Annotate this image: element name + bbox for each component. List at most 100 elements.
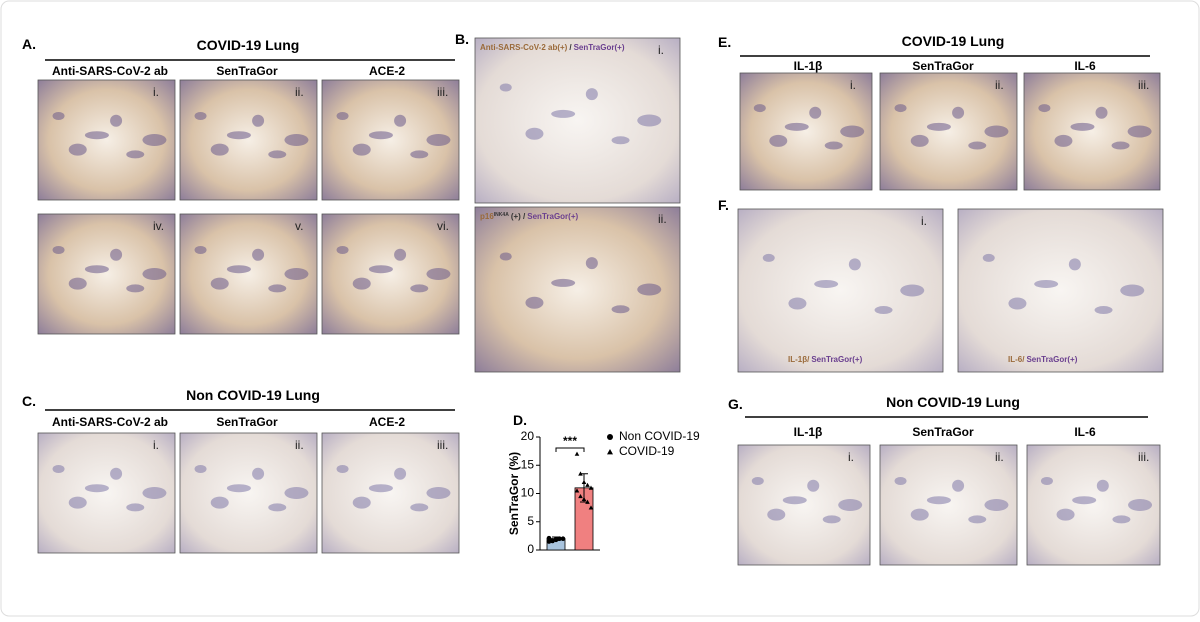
cell [838,499,863,511]
legend-marker [607,434,613,440]
significance-bracket [555,447,585,452]
image-index: ii. [995,450,1004,464]
cell [84,131,109,140]
cell [68,143,87,156]
caption-part: (+) / [511,212,526,221]
cell [525,296,544,309]
image-index: i. [921,214,927,228]
cell [982,253,995,262]
image-index: iii. [437,85,448,99]
cell [394,248,407,261]
cell [226,484,251,493]
cell [352,277,371,290]
cell [1038,104,1051,113]
cell [226,131,251,140]
legend-marker [607,449,613,455]
cell [368,131,393,140]
cell [1054,134,1073,147]
column-header: SenTraGor [216,415,278,429]
panel-title: COVID-19 Lung [902,33,1005,49]
panel-label: E. [718,34,731,50]
cell [968,141,987,150]
column-header: ACE-2 [369,415,405,429]
column-header: Anti-SARS-CoV-2 ab [52,415,168,429]
image-index: v. [295,219,303,233]
data-point [574,488,580,493]
cell [910,134,929,147]
cell [142,268,167,280]
column-header: SenTraGor [912,425,974,439]
cell [814,279,839,288]
cell [807,479,820,492]
column-header: IL-1β [794,425,823,439]
cell [499,83,512,92]
cell [1111,141,1130,150]
cell [368,265,393,274]
cell [926,496,951,505]
image-index: i. [153,438,159,452]
cell [252,114,265,127]
caption-part: / [569,43,572,52]
cell [126,284,145,293]
panel-label: B. [455,31,469,47]
data-point [581,496,587,501]
cell [769,134,788,147]
cell [611,305,630,314]
cell [585,257,598,270]
column-header: ACE-2 [369,64,405,78]
cell [525,127,544,140]
image-index: ii. [295,85,304,99]
cell [611,136,630,145]
cell [226,265,251,274]
legend-label: Non COVID-19 [619,429,700,443]
cell [824,141,843,150]
image-index: i. [658,43,664,57]
cell [499,252,512,261]
cell [1008,297,1027,310]
data-point [550,538,555,543]
legend-label: COVID-19 [619,444,675,458]
data-point [578,471,583,476]
cell [751,477,764,485]
caption-part: Anti-SARS-CoV-2 ab(+) [480,43,568,52]
caption-part: IL-6/ [1008,355,1025,364]
data-point [546,539,552,544]
cell [336,112,349,120]
cell [394,467,407,480]
image-caption: IL-6/SenTraGor(+) [1008,355,1078,364]
cell [952,106,965,119]
data-point [588,485,594,490]
panel-label: A. [22,36,36,52]
cell [284,487,309,499]
data-point [578,494,583,499]
image-caption: IL-1β/SenTraGor(+) [788,355,863,364]
caption-part: SenTraGor(+) [811,355,862,364]
column-header: IL-6 [1074,59,1096,73]
cell [268,150,287,159]
cell [809,106,822,119]
cell [551,278,576,287]
cell [784,122,809,131]
y-tick-label: 5 [527,514,534,528]
image-index: iii. [437,438,448,452]
data-point [557,536,562,541]
cell [968,515,987,524]
image-index: i. [850,78,856,92]
cell [426,134,451,146]
image-index: ii. [658,212,667,226]
cell [52,246,65,254]
cell [822,515,841,524]
cell [1040,477,1053,485]
cell [900,284,925,297]
cell [336,465,349,473]
column-header: IL-6 [1074,425,1096,439]
cell [252,248,265,261]
cell [753,104,766,113]
cell [952,479,965,492]
cell [194,246,207,254]
image-index: vi. [437,219,449,233]
cell [268,503,287,512]
column-header: SenTraGor [216,64,278,78]
column-header: IL-1β [794,59,823,73]
